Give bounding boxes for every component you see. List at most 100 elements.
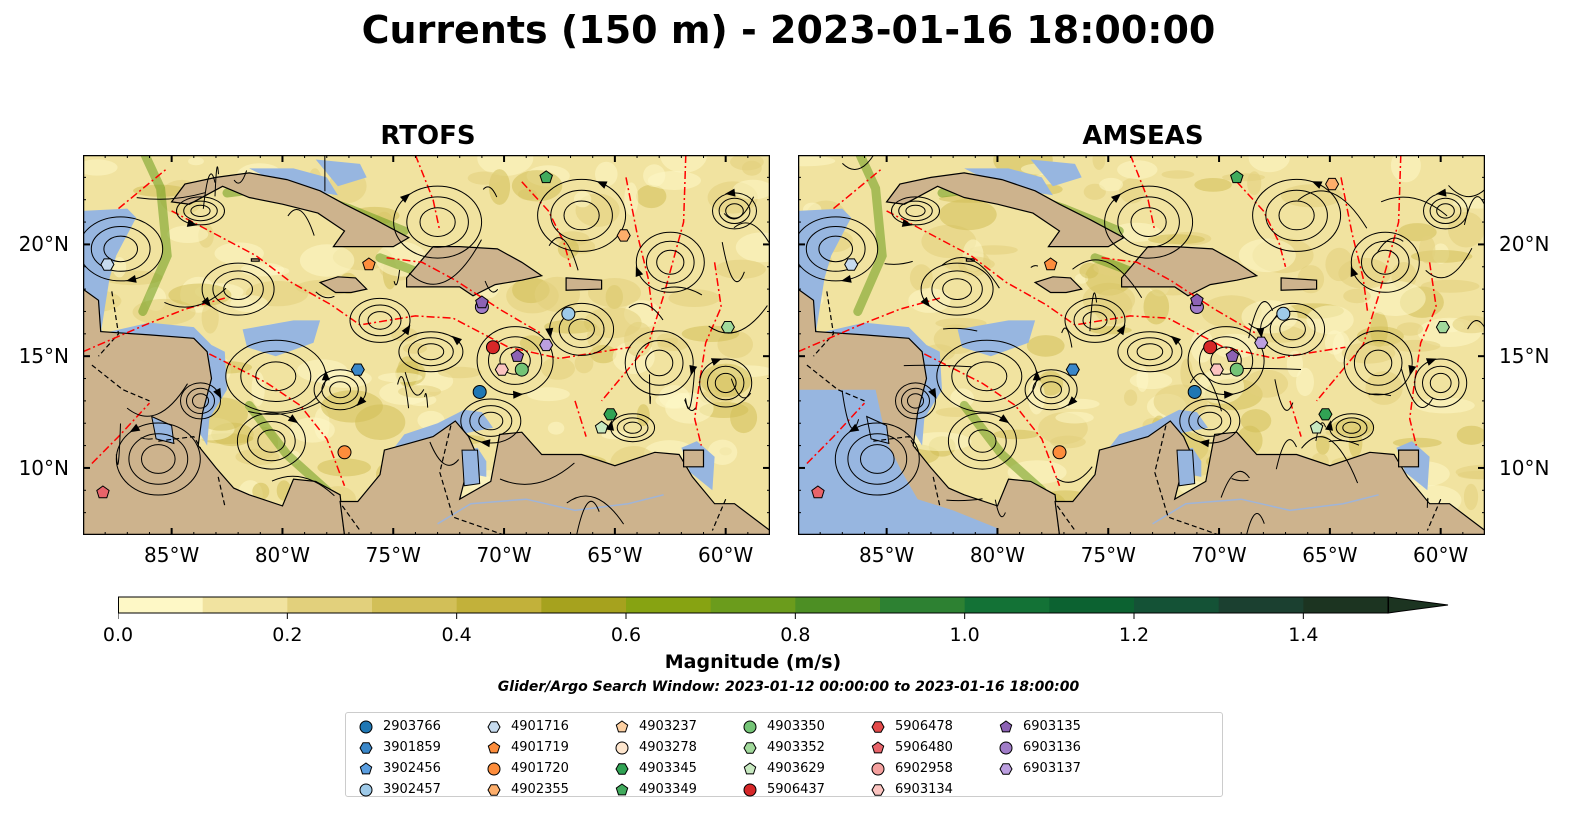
eez-boundary (386, 257, 543, 335)
streamline-arrow (901, 219, 913, 227)
streamline (1265, 189, 1328, 242)
streamline (313, 369, 367, 411)
legend-entry: 4901716 (486, 716, 569, 737)
streamline (1024, 369, 1078, 411)
magnitude-patch (798, 155, 836, 167)
streamline-arrow (513, 390, 524, 399)
panel-title-amseas: AMSEAS (1082, 121, 1204, 151)
legend-entry: 3902457 (358, 779, 441, 800)
magnitude-patch (1415, 397, 1475, 414)
streamline (723, 196, 755, 220)
colorbar-segment (1218, 597, 1304, 613)
legend-marker-pentagon-icon (359, 761, 373, 774)
streamline (1380, 196, 1448, 217)
shallow-water (83, 208, 227, 446)
streamline-arrow (1224, 390, 1235, 399)
streamline-arrow (129, 423, 141, 433)
y-tick-label: 20°N (18, 232, 69, 257)
streamline (558, 310, 605, 349)
legend-label: 4903350 (767, 719, 825, 734)
colorbar-tick-label: 1.0 (949, 624, 980, 646)
magnitude-patch (1306, 305, 1354, 335)
colorbar-tick-label: 0.6 (610, 624, 642, 646)
streamline (1371, 249, 1400, 275)
magnitude-patch (660, 155, 707, 173)
legend-marker-circle-icon (487, 762, 501, 775)
streamline (721, 242, 745, 283)
magnitude-patch (1026, 335, 1065, 357)
country-border (217, 476, 226, 507)
magnitude-patch (437, 366, 482, 379)
magnitude-patch (1161, 170, 1195, 179)
magnitude-patch (921, 224, 977, 258)
streamline (628, 303, 664, 321)
streamline (645, 349, 674, 377)
colorbar-segment (372, 597, 458, 613)
float-marker-4903345 (1318, 408, 1333, 421)
streamline-arrow (635, 266, 644, 277)
magnitude-patch (1050, 435, 1086, 449)
float-marker-4903350 (514, 362, 529, 377)
legend-marker-5906437 (743, 783, 757, 796)
legend-column: 5906478 5906480 6902958 6903134 (870, 716, 953, 800)
streamline (1179, 398, 1241, 444)
streamline (566, 495, 625, 525)
map-frame (83, 155, 770, 535)
streamline (469, 405, 513, 437)
streamline (419, 207, 456, 237)
float-marker-4903352 (720, 321, 735, 334)
streamline (730, 378, 752, 399)
streamline (408, 239, 482, 285)
magnitude-patch (908, 288, 951, 313)
legend-marker-circle-icon (743, 783, 757, 796)
streamline (201, 262, 275, 316)
streamline (212, 270, 264, 308)
legend-label: 4901720 (511, 761, 569, 776)
streamline (714, 372, 737, 394)
streamline (563, 200, 600, 231)
streamline-arrow (479, 439, 491, 448)
legend-entry: 4903349 (614, 779, 697, 800)
streamline (460, 398, 522, 444)
magnitude-patch (1419, 235, 1436, 264)
legend-label: 2903766 (383, 719, 441, 734)
legend-label: 4903237 (639, 719, 697, 734)
streamline (1189, 373, 1222, 412)
colorbar-label: Magnitude (m/s) (664, 651, 842, 673)
float-marker-4901719 (1043, 257, 1058, 271)
streamline (329, 381, 352, 399)
streamline (1089, 292, 1098, 332)
legend-marker-pentagon-icon (871, 740, 885, 753)
eez-boundary (1101, 257, 1258, 335)
magnitude-patch (511, 170, 563, 202)
streamline (408, 337, 454, 367)
legend-marker-6903136 (999, 741, 1013, 754)
streamline (484, 280, 499, 293)
magnitude-patch (1448, 211, 1485, 248)
legend-marker-5906480 (871, 740, 885, 753)
streamline (367, 311, 393, 330)
magnitude-patch (544, 319, 597, 334)
legend-column: 2903766 3901859 3902456 3902457 (358, 716, 441, 800)
magnitude-patch (403, 343, 427, 354)
streamline (128, 433, 189, 485)
float-marker-4901716 (100, 258, 115, 271)
magnitude-patch (1370, 311, 1388, 348)
magnitude-patch (1143, 289, 1170, 325)
magnitude-patch (742, 160, 762, 176)
land-trinidad (683, 449, 705, 468)
legend-marker-hexagon-icon (487, 783, 501, 796)
country-border (91, 364, 150, 402)
magnitude-patch (587, 324, 602, 349)
streamline (943, 327, 978, 332)
streamline-arrow (1311, 181, 1323, 189)
eez-boundary (806, 402, 866, 465)
streamline (424, 393, 429, 408)
magnitude-patch (1245, 369, 1289, 398)
streamline (634, 340, 684, 386)
magnitude-patch (167, 225, 209, 243)
streamline (1030, 265, 1039, 268)
magnitude-patch (1092, 155, 1106, 170)
streamline (349, 297, 411, 343)
magnitude-patch (321, 390, 383, 423)
